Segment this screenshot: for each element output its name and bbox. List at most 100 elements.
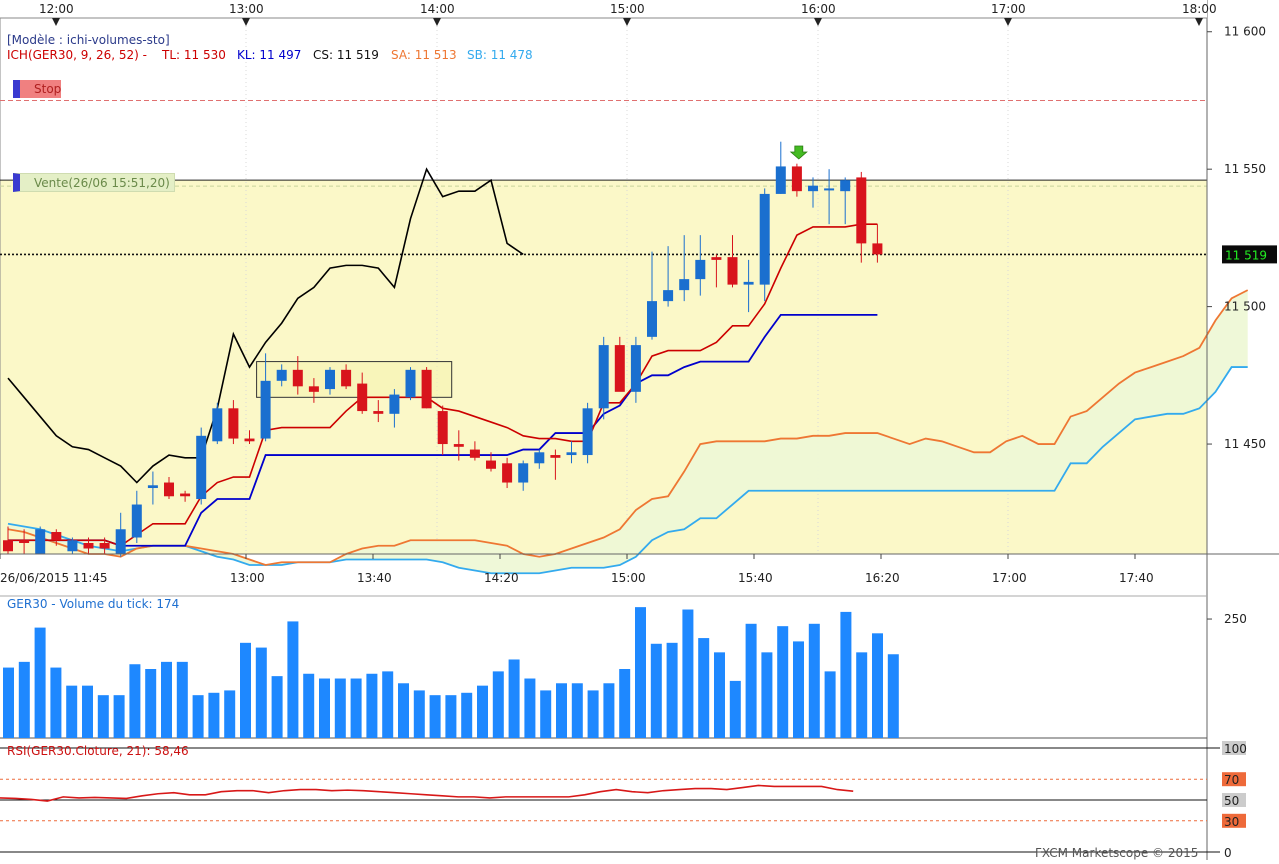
volume-bar [650,643,662,738]
volume-bar [34,627,46,738]
candle-body [486,460,496,469]
sell-order-button[interactable]: Vente(26/06 15:51,20) [13,173,175,192]
candle-body [518,463,529,483]
volume-bar [18,661,30,738]
candle-body [630,345,641,392]
volume-bar [635,607,646,738]
candle-body [99,543,110,549]
volume-bar [761,652,773,738]
volume-bar [303,673,315,738]
rsi-line [0,784,854,802]
candle-body [196,435,207,500]
volume-bar [145,669,157,738]
rsi-axis-badge [1222,845,1246,859]
volume-bar [129,664,141,738]
candle-body [679,279,690,291]
volume-bar [255,647,267,738]
bottom-time-label: 14:20 [484,571,519,585]
senkou-a-line [7,289,1249,566]
volume-bar [366,673,378,738]
volume-bar [113,695,125,738]
current-price-badge [1222,245,1277,264]
candle-body [357,383,368,412]
volume-bar [271,676,283,738]
bottom-time-label: 16:20 [865,571,900,585]
top-time-marker-icon [814,18,822,26]
volume-bar [619,669,631,738]
volume-bar [161,661,172,738]
volume-bar [729,680,741,738]
candle-body [147,485,158,489]
volume-bar [587,690,599,738]
top-time-label: 17:00 [991,2,1026,16]
volume-bar [66,685,78,738]
volume-bar [429,695,441,738]
current-price-value: 11 519 [1225,248,1267,262]
candle-body [115,529,126,554]
top-time-marker-icon [52,18,60,26]
sell-signal-arrow-icon [789,145,808,160]
candle-body [550,455,561,458]
chikou-line [7,167,524,484]
indicator-value-label: SB: 11 478 [467,48,533,62]
candle-body [3,540,13,552]
volume-axis-label: 250 [1224,612,1247,626]
bottom-time-label: 26/06/2015 11:45 [0,571,108,585]
rsi-axis-label: 30 [1224,815,1239,829]
candle-body [711,257,722,260]
candle-body [469,449,480,458]
volume-label: GER30 - Volume du tick: 174 [7,597,179,611]
candle-body [840,180,851,192]
candle-body [695,259,706,280]
volume-bar [540,690,552,738]
candle-body [373,411,384,414]
volume-bar [398,683,409,738]
candle-body [856,177,867,244]
candle-body [727,257,738,285]
volume-bar [745,623,757,738]
candle-body [244,438,255,442]
indicator-value-label: KL: 11 497 [237,48,301,62]
top-time-label: 12:00 [39,2,74,16]
volume-bar [224,690,236,738]
price-axis-label: 11 450 [1224,437,1266,451]
candle-body [131,504,142,538]
volume-bar [777,626,789,738]
rsi-axis-label: 0 [1224,846,1232,860]
candle-body [405,369,416,398]
volume-bar [82,685,93,738]
candle-body [19,540,30,544]
volume-bar [824,671,836,738]
volume-bar [571,683,583,738]
candle-body [598,345,609,409]
volume-bar [413,690,425,738]
top-time-label: 14:00 [420,2,455,16]
volume-bar [887,654,899,738]
stop-order-button[interactable]: Stop [13,80,61,98]
top-time-marker-icon [623,18,631,26]
candle-body [437,411,448,445]
volume-bar [666,642,678,738]
copyright-label: FXCM Marketscope © 2015 [1035,846,1198,860]
bottom-time-label: 13:40 [357,571,392,585]
volume-bar [97,695,109,738]
candle-body [212,408,223,442]
top-time-marker-icon [242,18,250,26]
volume-bar [793,641,804,738]
top-time-marker-icon [433,18,441,26]
top-time-bar [0,0,1207,18]
volume-bar [240,642,251,738]
candle-body [759,193,770,285]
top-time-label: 13:00 [229,2,264,16]
volume-bar [350,678,362,738]
candle-body [614,345,625,392]
model-label: [Modèle : ichi-volumes-sto] [7,33,170,47]
rsi-label: RSI(GER30.Cloture, 21): 58,46 [7,744,189,758]
candle-body [647,301,657,337]
volume-bar [603,683,615,738]
top-time-label: 16:00 [801,2,836,16]
top-time-marker-icon [1004,18,1012,26]
volume-bar [808,623,820,738]
